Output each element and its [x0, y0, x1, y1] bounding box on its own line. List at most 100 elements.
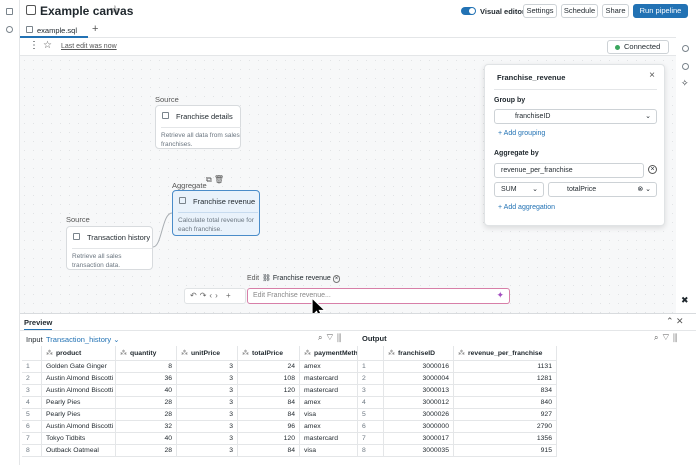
- cell: Pearly Pies: [42, 397, 116, 409]
- group-field: franchiseID: [515, 113, 550, 120]
- cell: 915: [454, 445, 557, 457]
- node[interactable]: Franchise details Retrieve all data from…: [155, 105, 241, 149]
- cell: 32: [116, 421, 177, 433]
- cell: 3000026: [384, 409, 454, 421]
- cell: 108: [238, 373, 300, 385]
- add-grouping[interactable]: + Add grouping: [498, 130, 545, 137]
- divider: [494, 89, 657, 90]
- node-selected[interactable]: Franchise revenue Calculate total revenu…: [172, 190, 260, 236]
- column-header: paymentMethod⁂: [300, 346, 358, 361]
- node-label: Franchise revenue: [193, 197, 255, 206]
- add-aggregation-label: Add aggregation: [504, 204, 555, 211]
- column-header: franchiseID⁂: [384, 346, 454, 361]
- cell: visa: [300, 409, 358, 421]
- row-number: 1: [22, 361, 42, 373]
- cell: 3000017: [384, 433, 454, 445]
- close[interactable]: ×: [649, 70, 655, 81]
- node[interactable]: Transaction history Retrieve all sales t…: [66, 226, 153, 270]
- edge: [153, 213, 172, 247]
- node-description: Retrieve all data from sales franchises.: [161, 127, 241, 149]
- cell: 2790: [454, 421, 557, 433]
- remove[interactable]: ×: [648, 165, 657, 174]
- header-cell: [358, 346, 384, 361]
- edit-target: ⛓ Franchise revenue ×: [262, 274, 340, 282]
- cell: 3: [177, 385, 238, 397]
- cell: 3: [177, 421, 238, 433]
- row-number: 3: [22, 385, 42, 397]
- row-number: 2: [358, 373, 384, 385]
- cell: amex: [300, 421, 358, 433]
- node-kind: Source: [155, 95, 179, 104]
- row-number: 3: [358, 385, 384, 397]
- edit-tools[interactable]: ↶↷‹› +: [184, 288, 246, 304]
- chevron: ⌄: [645, 110, 651, 123]
- cell: Austin Almond Biscotti: [42, 385, 116, 397]
- section-label: Group by: [494, 97, 525, 104]
- cell: Tokyo Tidbits: [42, 433, 116, 445]
- header-cell: [22, 346, 42, 361]
- node-icon: [162, 112, 169, 119]
- row-number: 5: [22, 409, 42, 421]
- function-select[interactable]: SUM⌄: [494, 182, 544, 197]
- cell: 84: [238, 409, 300, 421]
- cell: 3000004: [384, 373, 454, 385]
- cell: mastercard: [300, 385, 358, 397]
- cell: 1356: [454, 433, 557, 445]
- input-tools[interactable]: ⌕▽⫼: [318, 333, 345, 343]
- add-aggregation[interactable]: + Add aggregation: [498, 204, 555, 211]
- divider: [20, 330, 696, 331]
- cell: 3000016: [384, 361, 454, 373]
- edit-input[interactable]: Edit Franchise revenue... ✦: [247, 288, 510, 304]
- cell: 36: [116, 373, 177, 385]
- row-number: 1: [358, 361, 384, 373]
- node-kind: Source: [66, 215, 90, 224]
- cell: 3: [177, 361, 238, 373]
- section-label: Aggregate by: [494, 150, 539, 157]
- input-source[interactable]: Transaction_history ⌄: [46, 335, 120, 344]
- column-header: quantity⁂: [116, 346, 177, 361]
- panel-title: Franchise_revenue: [497, 73, 565, 82]
- cell: 840: [454, 397, 557, 409]
- row-number: 2: [22, 373, 42, 385]
- type-icon: ⁂: [46, 346, 53, 361]
- field-select[interactable]: totalPrice⊗ ⌄: [548, 182, 657, 197]
- chevron: ⊗ ⌄: [637, 183, 651, 196]
- cell: 120: [238, 385, 300, 397]
- cell: 3: [177, 409, 238, 421]
- alias-input[interactable]: revenue_per_franchise: [494, 163, 644, 178]
- assistant-icon[interactable]: ✦: [496, 290, 504, 301]
- row-number: 8: [22, 445, 42, 457]
- cell: 24: [238, 361, 300, 373]
- type-icon: ⁂: [388, 346, 395, 361]
- add-grouping-label: Add grouping: [504, 130, 546, 137]
- row-number: 7: [22, 433, 42, 445]
- row-number: 4: [22, 397, 42, 409]
- cell: 927: [454, 409, 557, 421]
- aggregate-panel: Franchise_revenue × Group by franchiseID…: [484, 64, 665, 226]
- output-tools[interactable]: ⌕▽⫼: [654, 333, 681, 343]
- node-description: Calculate total revenue for each franchi…: [178, 212, 258, 234]
- remove[interactable]: ×: [333, 275, 341, 283]
- cell: mastercard: [300, 433, 358, 445]
- edit-label: Edit: [247, 275, 259, 282]
- cell: 28: [116, 397, 177, 409]
- type-icon: ⁂: [120, 346, 127, 361]
- cell: 3000013: [384, 385, 454, 397]
- row-number: 8: [358, 445, 384, 457]
- row-number: 5: [358, 409, 384, 421]
- edit-target-label: Franchise revenue: [273, 275, 331, 282]
- group-select[interactable]: franchiseID ⌄: [494, 109, 657, 124]
- cell: 40: [116, 433, 177, 445]
- row-number: 4: [358, 397, 384, 409]
- node-actions[interactable]: ⧉ 🗑: [206, 175, 224, 185]
- panel-controls[interactable]: ⌃ ✕: [666, 316, 684, 327]
- cell: 8: [116, 361, 177, 373]
- input-label: Input: [26, 335, 43, 344]
- cell: Pearly Pies: [42, 409, 116, 421]
- type-icon: ⁂: [304, 346, 311, 361]
- type-icon: ⁂: [181, 346, 188, 361]
- cell: 1281: [454, 373, 557, 385]
- node-label: Transaction history: [87, 233, 150, 242]
- node-icon: [73, 233, 80, 240]
